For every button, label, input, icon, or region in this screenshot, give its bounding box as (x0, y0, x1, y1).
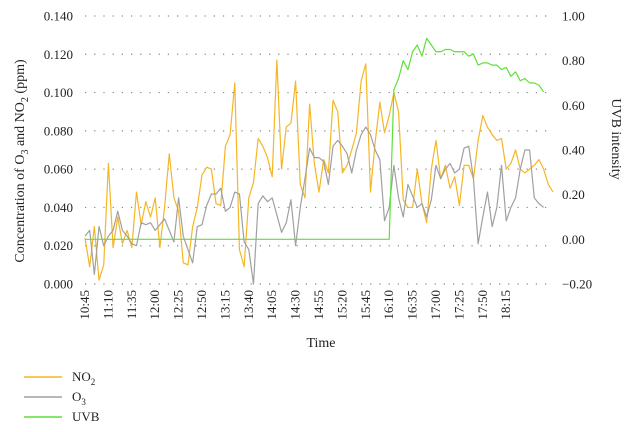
x-tick-label: 15:20 (334, 290, 349, 320)
right-tick-label: 0.00 (562, 232, 585, 247)
left-axis-ticks: 0.000 0.020 0.040 0.060 0.080 0.100 0.120 0.140 (44, 9, 73, 292)
right-tick-label: 0.80 (562, 53, 585, 68)
series-layer (84, 37, 554, 285)
x-tick-label: 13:15 (217, 290, 232, 320)
x-tick-label: 17:00 (428, 290, 443, 320)
left-tick-label: 0.140 (44, 9, 73, 24)
x-tick-label: 17:25 (451, 290, 466, 320)
legend: NO2 O3 UVB (24, 369, 100, 424)
right-axis-ticks: −0.20 0.00 0.20 0.40 0.60 0.80 1.00 (562, 9, 592, 292)
no2-series-line (84, 59, 554, 281)
left-tick-label: 0.060 (44, 162, 73, 177)
x-axis-ticks: 10:45 11:10 11:35 12:00 12:25 12:50 13:15 13:40… (77, 290, 513, 320)
right-tick-label: 0.40 (562, 143, 585, 158)
left-tick-label: 0.040 (44, 200, 73, 215)
left-tick-label: 0.100 (44, 85, 73, 100)
x-tick-label: 16:35 (405, 290, 420, 320)
x-tick-label: 11:35 (124, 290, 139, 319)
x-tick-label: 12:00 (147, 290, 162, 320)
right-tick-label: −0.20 (562, 277, 592, 292)
right-axis-title: UVB intensity (608, 98, 623, 179)
right-tick-label: 1.00 (562, 9, 585, 24)
left-tick-label: 0.020 (44, 238, 73, 253)
x-tick-label: 14:30 (288, 290, 303, 320)
left-tick-label: 0.120 (44, 47, 73, 62)
x-tick-label: 17:50 (475, 290, 490, 320)
x-tick-label: 12:25 (171, 290, 186, 320)
legend-label-o3: O3 (72, 389, 86, 407)
left-tick-label: 0.080 (44, 123, 73, 138)
x-tick-label: 13:40 (241, 290, 256, 320)
x-tick-label: 16:10 (381, 290, 396, 320)
x-tick-label: 11:10 (100, 290, 115, 319)
legend-label-no2: NO2 (72, 369, 95, 387)
x-tick-label: 14:55 (311, 290, 326, 320)
x-tick-label: 18:15 (498, 290, 513, 320)
x-tick-label: 15:45 (358, 290, 373, 320)
legend-label-uvb: UVB (72, 409, 100, 424)
left-axis-title: Concentration of O3 and NO2 (ppm) (13, 59, 31, 263)
x-axis-title: Time (306, 336, 335, 351)
x-tick-label: 14:05 (264, 290, 279, 320)
left-tick-label: 0.000 (44, 277, 73, 292)
right-tick-label: 0.60 (562, 98, 585, 113)
uvb-series-line (85, 37, 545, 240)
o3-series-line (84, 126, 545, 285)
x-tick-label: 12:50 (194, 290, 209, 320)
x-tick-label: 10:45 (77, 290, 92, 320)
right-tick-label: 0.20 (562, 187, 585, 202)
gridlines (85, 15, 553, 285)
